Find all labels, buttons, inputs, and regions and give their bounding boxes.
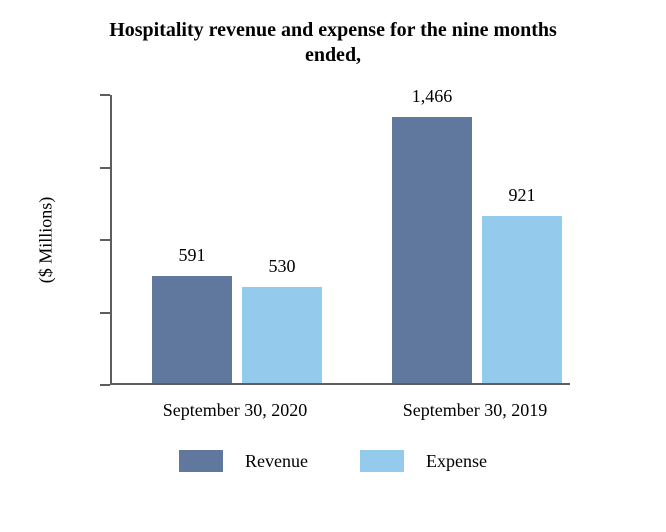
bar-value-label: 530 xyxy=(232,256,332,277)
bars-layer: 5915301,466921 xyxy=(112,95,570,383)
y-axis-ticks xyxy=(100,95,110,385)
title-line-2: ended, xyxy=(305,44,361,66)
legend-label-revenue: Revenue xyxy=(245,451,308,472)
y-axis-label: ($ Millions) xyxy=(36,197,57,284)
bar-revenue-1 xyxy=(392,117,472,383)
y-tick xyxy=(100,384,110,386)
legend-swatch-revenue xyxy=(179,450,223,472)
y-tick xyxy=(100,94,110,96)
x-category-label: September 30, 2020 xyxy=(163,400,307,421)
legend-swatch-expense xyxy=(360,450,404,472)
bar-value-label: 921 xyxy=(472,185,572,206)
bar-expense-0 xyxy=(242,287,322,383)
chart-title: Hospitality revenue and expense for the … xyxy=(0,18,666,68)
bar-expense-1 xyxy=(482,216,562,383)
y-tick xyxy=(100,239,110,241)
y-tick xyxy=(100,312,110,314)
x-category-label: September 30, 2019 xyxy=(403,400,547,421)
bar-revenue-0 xyxy=(152,276,232,383)
bar-value-label: 1,466 xyxy=(382,86,482,107)
legend-item-expense: Expense xyxy=(360,450,487,472)
legend: Revenue Expense xyxy=(0,450,666,477)
chart-container: Hospitality revenue and expense for the … xyxy=(0,0,666,532)
plot-area: 5915301,466921 xyxy=(110,95,570,385)
legend-item-revenue: Revenue xyxy=(179,450,308,472)
title-line-1: Hospitality revenue and expense for the … xyxy=(109,19,557,41)
y-tick xyxy=(100,167,110,169)
bar-value-label: 591 xyxy=(142,245,242,266)
legend-label-expense: Expense xyxy=(426,451,487,472)
